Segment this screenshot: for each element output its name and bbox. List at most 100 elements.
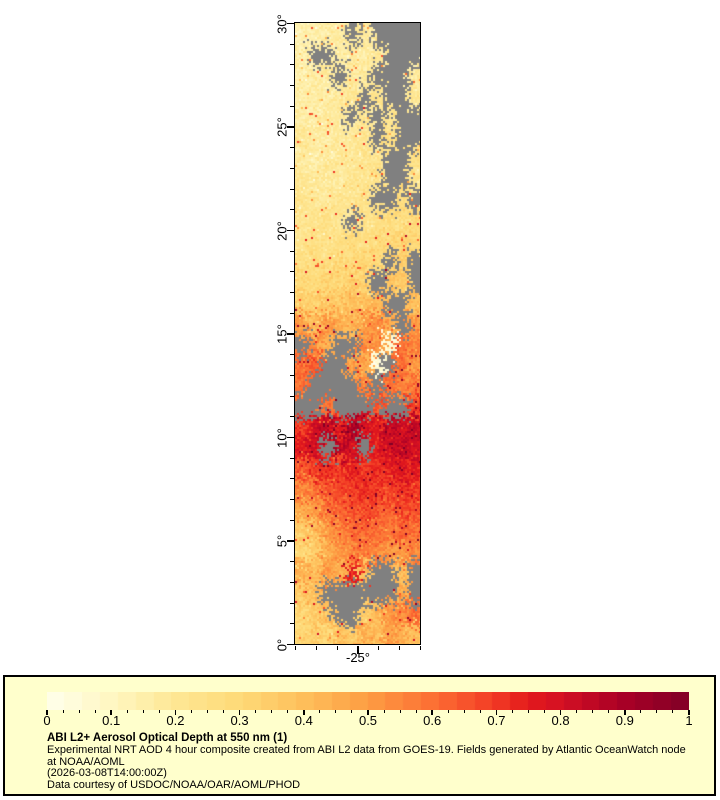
y-minor-tick [290, 292, 294, 294]
colorbar-minor-tick [142, 710, 144, 713]
y-axis-label: 30° [274, 13, 290, 34]
x-minor-tick [420, 646, 421, 650]
x-minor-tick [336, 646, 338, 650]
y-minor-tick [290, 188, 294, 190]
colorbar-minor-tick [158, 710, 160, 713]
y-axis-label: 15° [274, 324, 290, 344]
colorbar-tick-label: 1 [685, 713, 693, 728]
y-minor-tick [290, 602, 294, 604]
colorbar-major-tick [174, 710, 177, 715]
y-major-tick [286, 333, 294, 335]
y-minor-tick [290, 395, 294, 397]
y-major-tick [286, 126, 294, 128]
colorbar-major-tick [46, 710, 48, 715]
caption-credit: Data courtesy of USDOC/NOAA/OAR/AOML/PHO… [47, 778, 301, 791]
y-minor-tick [290, 354, 294, 356]
colorbar-tick-label: 0.9 [615, 713, 634, 728]
caption-timestamp: (2026-03-08T14:00:00Z) [47, 767, 167, 780]
x-major-tick [357, 646, 359, 654]
colorbar-minor-tick [335, 710, 337, 713]
colorbar-major-tick [367, 710, 369, 715]
colorbar-minor-tick [319, 710, 321, 713]
colorbar-tick-label: 0 [43, 713, 51, 728]
y-axis-label: 0° [274, 638, 290, 651]
y-major-tick [286, 643, 294, 646]
colorbar-major-tick [431, 710, 433, 715]
y-minor-tick [290, 478, 294, 480]
colorbar-minor-tick [544, 710, 546, 713]
colorbar-major-tick [238, 710, 241, 715]
y-minor-tick [290, 374, 294, 376]
aod-map-raster [295, 23, 420, 644]
y-minor-tick [290, 105, 294, 107]
colorbar-tick-label: 0.2 [166, 713, 185, 728]
colorbar-minor-tick [126, 710, 128, 713]
colorbar-minor-tick [62, 710, 64, 713]
y-minor-tick [290, 416, 294, 418]
colorbar-minor-tick [592, 710, 594, 713]
colorbar [47, 692, 689, 710]
y-axis-label: 10° [274, 427, 290, 448]
colorbar-minor-tick [656, 710, 658, 713]
y-minor-tick [290, 271, 294, 273]
y-minor-tick [290, 499, 294, 501]
colorbar-minor-tick [672, 710, 674, 713]
y-axis-label: 20° [274, 220, 290, 241]
y-minor-tick [290, 250, 294, 252]
y-major-tick [286, 436, 294, 439]
colorbar-minor-tick [640, 710, 642, 713]
y-minor-tick [290, 43, 294, 45]
x-minor-tick [378, 646, 380, 650]
y-minor-tick [290, 147, 294, 149]
x-minor-tick [295, 646, 296, 650]
colorbar-major-tick [688, 710, 690, 715]
colorbar-minor-tick [94, 710, 96, 713]
colorbar-tick-label: 0.1 [102, 713, 121, 728]
colorbar-minor-tick [223, 710, 225, 713]
colorbar-minor-tick [190, 710, 192, 713]
colorbar-tick-label: 0.5 [358, 713, 378, 728]
y-major-tick [286, 22, 294, 25]
colorbar-minor-tick [207, 710, 208, 713]
y-minor-tick [290, 519, 294, 521]
colorbar-minor-tick [576, 710, 578, 713]
x-minor-tick [315, 646, 317, 650]
colorbar-minor-tick [287, 710, 289, 713]
legend-panel: 0 0.1 0.2 0.3 0.4 0.5 0.6 0.7 0.8 0.9 1 ABI L2+ Ae… [3, 675, 716, 796]
y-axis-label: 5° [274, 534, 290, 548]
colorbar-major-tick [624, 710, 626, 715]
colorbar-minor-tick [511, 710, 513, 713]
colorbar-minor-tick [447, 710, 449, 713]
colorbar-minor-tick [351, 710, 353, 713]
y-major-tick [286, 540, 294, 542]
y-major-tick [286, 229, 294, 232]
colorbar-major-tick [303, 710, 305, 715]
caption-description: Experimental NRT AOD 4 hour composite cr… [47, 744, 686, 768]
colorbar-tick-label: 0.6 [423, 713, 442, 728]
colorbar-minor-tick [78, 710, 80, 713]
y-minor-tick [290, 64, 294, 66]
y-minor-tick [290, 561, 294, 563]
colorbar-minor-tick [463, 710, 465, 713]
x-minor-tick [399, 646, 401, 650]
y-minor-tick [290, 623, 294, 625]
aod-map-frame [294, 22, 421, 645]
colorbar-minor-tick [479, 710, 481, 713]
y-axis-label: 25° [274, 117, 290, 137]
colorbar-minor-tick [255, 710, 257, 713]
colorbar-minor-tick [608, 710, 610, 713]
caption-title: ABI L2+ Aerosol Optical Depth at 550 nm … [47, 732, 288, 744]
y-minor-tick [290, 312, 294, 314]
caption-block: ABI L2+ Aerosol Optical Depth at 550 nm … [47, 732, 697, 791]
colorbar-minor-tick [399, 710, 401, 713]
y-minor-tick [290, 167, 294, 169]
colorbar-minor-tick [271, 710, 273, 713]
colorbar-tick-label: 0.8 [551, 713, 570, 728]
colorbar-minor-tick [528, 710, 529, 713]
colorbar-tick-label: 0.3 [230, 713, 249, 728]
colorbar-minor-tick [415, 710, 417, 713]
y-minor-tick [290, 457, 294, 459]
colorbar-tick-label: 0.4 [294, 713, 313, 728]
colorbar-major-tick [559, 710, 562, 715]
